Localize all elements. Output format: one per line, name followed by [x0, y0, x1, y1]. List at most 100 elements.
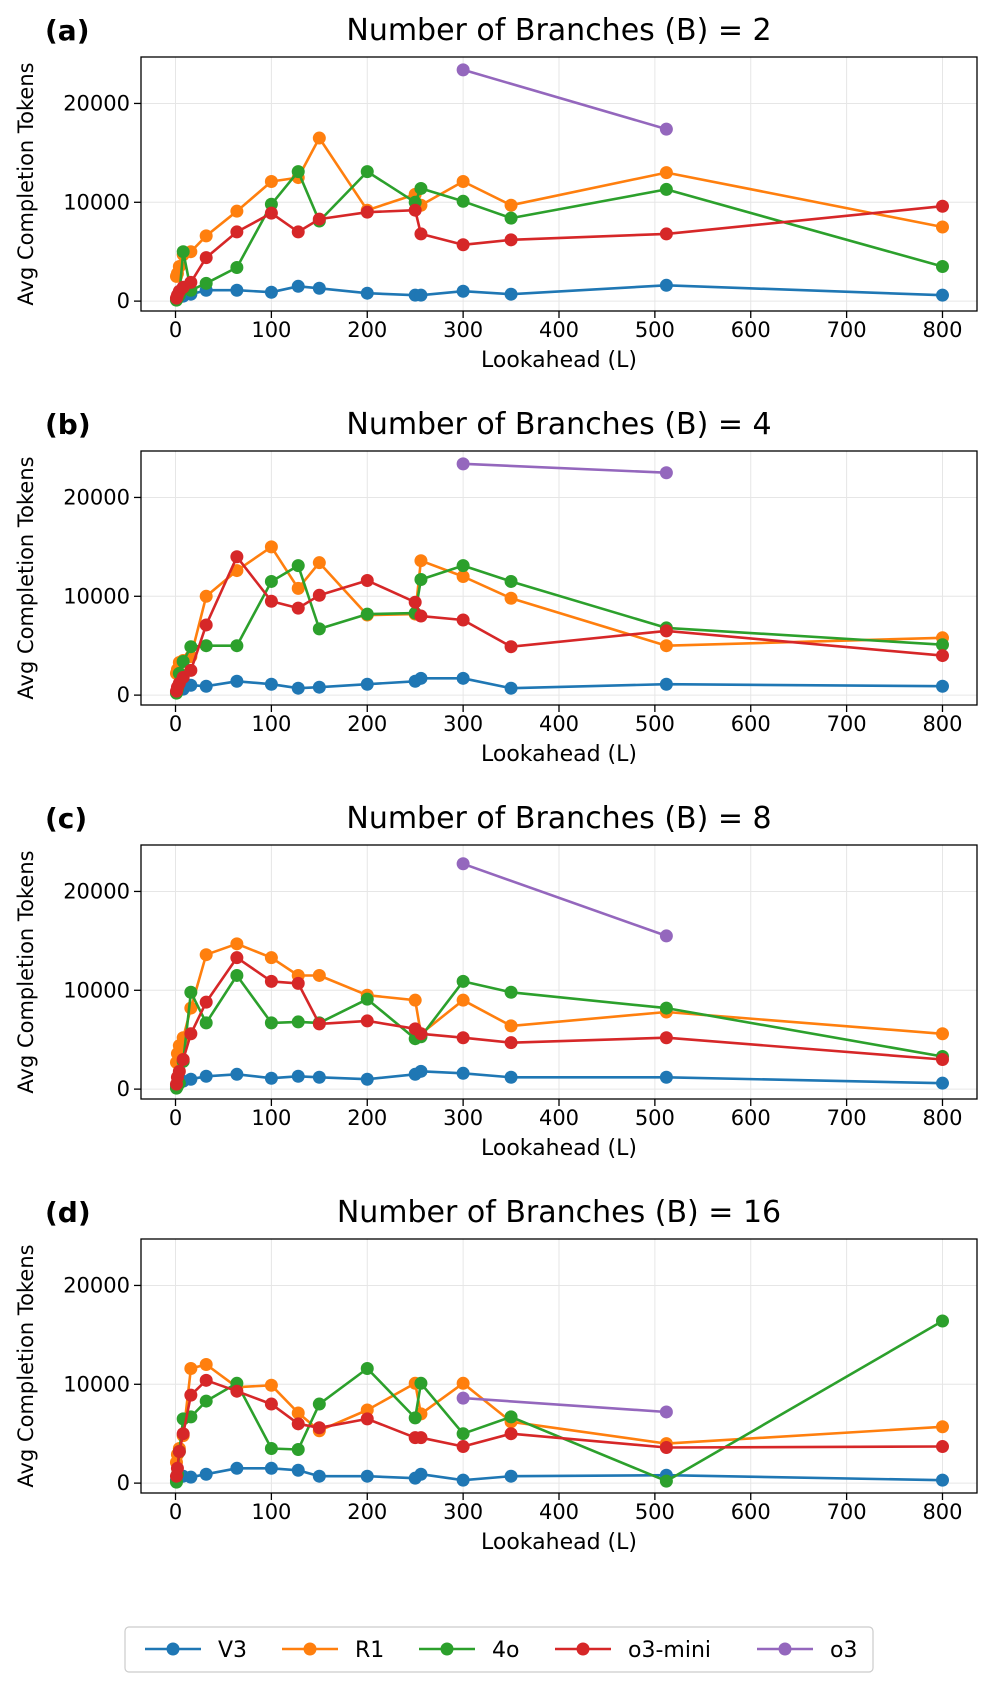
data-point: [409, 994, 422, 1007]
legend-marker: [779, 1643, 792, 1656]
data-point: [457, 1031, 470, 1044]
data-point: [361, 574, 374, 587]
data-point: [292, 1417, 305, 1430]
data-point: [361, 165, 374, 178]
legend-label: V3: [218, 1638, 247, 1663]
y-axis-label: Avg Completion Tokens: [14, 1244, 38, 1487]
data-point: [936, 289, 949, 302]
data-point: [505, 199, 518, 212]
data-point: [184, 276, 197, 289]
data-point: [936, 200, 949, 213]
data-point: [265, 1442, 278, 1455]
data-point: [265, 678, 278, 691]
data-point: [230, 675, 243, 688]
data-point: [292, 1443, 305, 1456]
x-tick-label: 0: [169, 318, 182, 342]
data-point: [292, 1070, 305, 1083]
data-point: [200, 1374, 213, 1387]
data-point: [936, 1315, 949, 1328]
data-point: [292, 559, 305, 572]
data-point: [313, 589, 326, 602]
data-point: [457, 1067, 470, 1080]
data-point: [361, 287, 374, 300]
data-point: [200, 590, 213, 603]
data-point: [200, 1395, 213, 1408]
data-point: [313, 1017, 326, 1030]
chart-title: Number of Branches (B) = 2: [346, 13, 771, 48]
legend-marker: [304, 1643, 317, 1656]
x-tick-label: 700: [827, 318, 867, 342]
data-point: [200, 277, 213, 290]
data-point: [313, 1398, 326, 1411]
data-point: [265, 1462, 278, 1475]
data-point: [660, 1071, 673, 1084]
data-point: [313, 1071, 326, 1084]
data-point: [361, 1073, 374, 1086]
data-point: [457, 1377, 470, 1390]
data-point: [265, 1379, 278, 1392]
legend-marker: [577, 1643, 590, 1656]
x-tick-label: 400: [539, 1500, 579, 1524]
data-point: [265, 575, 278, 588]
x-tick-label: 500: [635, 1106, 675, 1130]
data-point: [292, 1464, 305, 1477]
data-point: [292, 280, 305, 293]
data-point: [457, 238, 470, 251]
data-point: [184, 1471, 197, 1484]
x-tick-label: 100: [251, 712, 291, 736]
data-point: [505, 288, 518, 301]
data-point: [505, 1036, 518, 1049]
x-tick-label: 600: [731, 318, 771, 342]
data-point: [414, 610, 427, 623]
data-point: [409, 1411, 422, 1424]
data-point: [361, 206, 374, 219]
data-point: [200, 1016, 213, 1029]
data-point: [505, 682, 518, 695]
legend-marker: [441, 1643, 454, 1656]
panel-2: 0 100 200 300 400 500 600 700 80001000020000Numb…: [14, 407, 977, 767]
data-point: [660, 1475, 673, 1488]
data-point: [457, 195, 470, 208]
panel-3: 0 100 200 300 400 500 600 700 800 0 10000 20000 Numb…: [14, 801, 977, 1161]
x-tick-label: 700: [827, 1500, 867, 1524]
data-point: [936, 1053, 949, 1066]
data-point: [457, 1440, 470, 1453]
data-point: [184, 1027, 197, 1040]
data-point: [361, 1470, 374, 1483]
data-point: [200, 680, 213, 693]
data-point: [200, 1468, 213, 1481]
data-point: [457, 457, 470, 470]
data-point: [292, 225, 305, 238]
data-point: [184, 640, 197, 653]
data-point: [505, 1071, 518, 1084]
x-tick-label: 400: [539, 318, 579, 342]
legend-label: 4o: [492, 1638, 519, 1663]
series-o3: [457, 457, 673, 479]
data-point: [265, 286, 278, 299]
data-point: [414, 1065, 427, 1078]
y-tick-label: 10000: [63, 584, 130, 608]
x-tick-label: 700: [827, 1106, 867, 1130]
series-line: [463, 464, 666, 473]
y-tick-label: 10000: [63, 978, 130, 1002]
y-tick-label: 0: [117, 1077, 130, 1101]
data-point: [505, 1019, 518, 1032]
data-point: [457, 614, 470, 627]
x-axis-label: Lookahead (L): [481, 1136, 637, 1161]
x-tick-label: 300: [443, 1106, 483, 1130]
data-point: [313, 969, 326, 982]
data-point: [177, 1053, 190, 1066]
data-point: [936, 1420, 949, 1433]
data-point: [505, 1427, 518, 1440]
x-tick-label: 300: [443, 1500, 483, 1524]
data-point: [313, 213, 326, 226]
data-point: [361, 1014, 374, 1027]
data-point: [414, 573, 427, 586]
x-tick-label: 500: [635, 318, 675, 342]
data-point: [230, 1462, 243, 1475]
data-point: [230, 951, 243, 964]
data-point: [313, 681, 326, 694]
data-point: [457, 175, 470, 188]
data-point: [505, 640, 518, 653]
x-tick-label: 200: [347, 1106, 387, 1130]
